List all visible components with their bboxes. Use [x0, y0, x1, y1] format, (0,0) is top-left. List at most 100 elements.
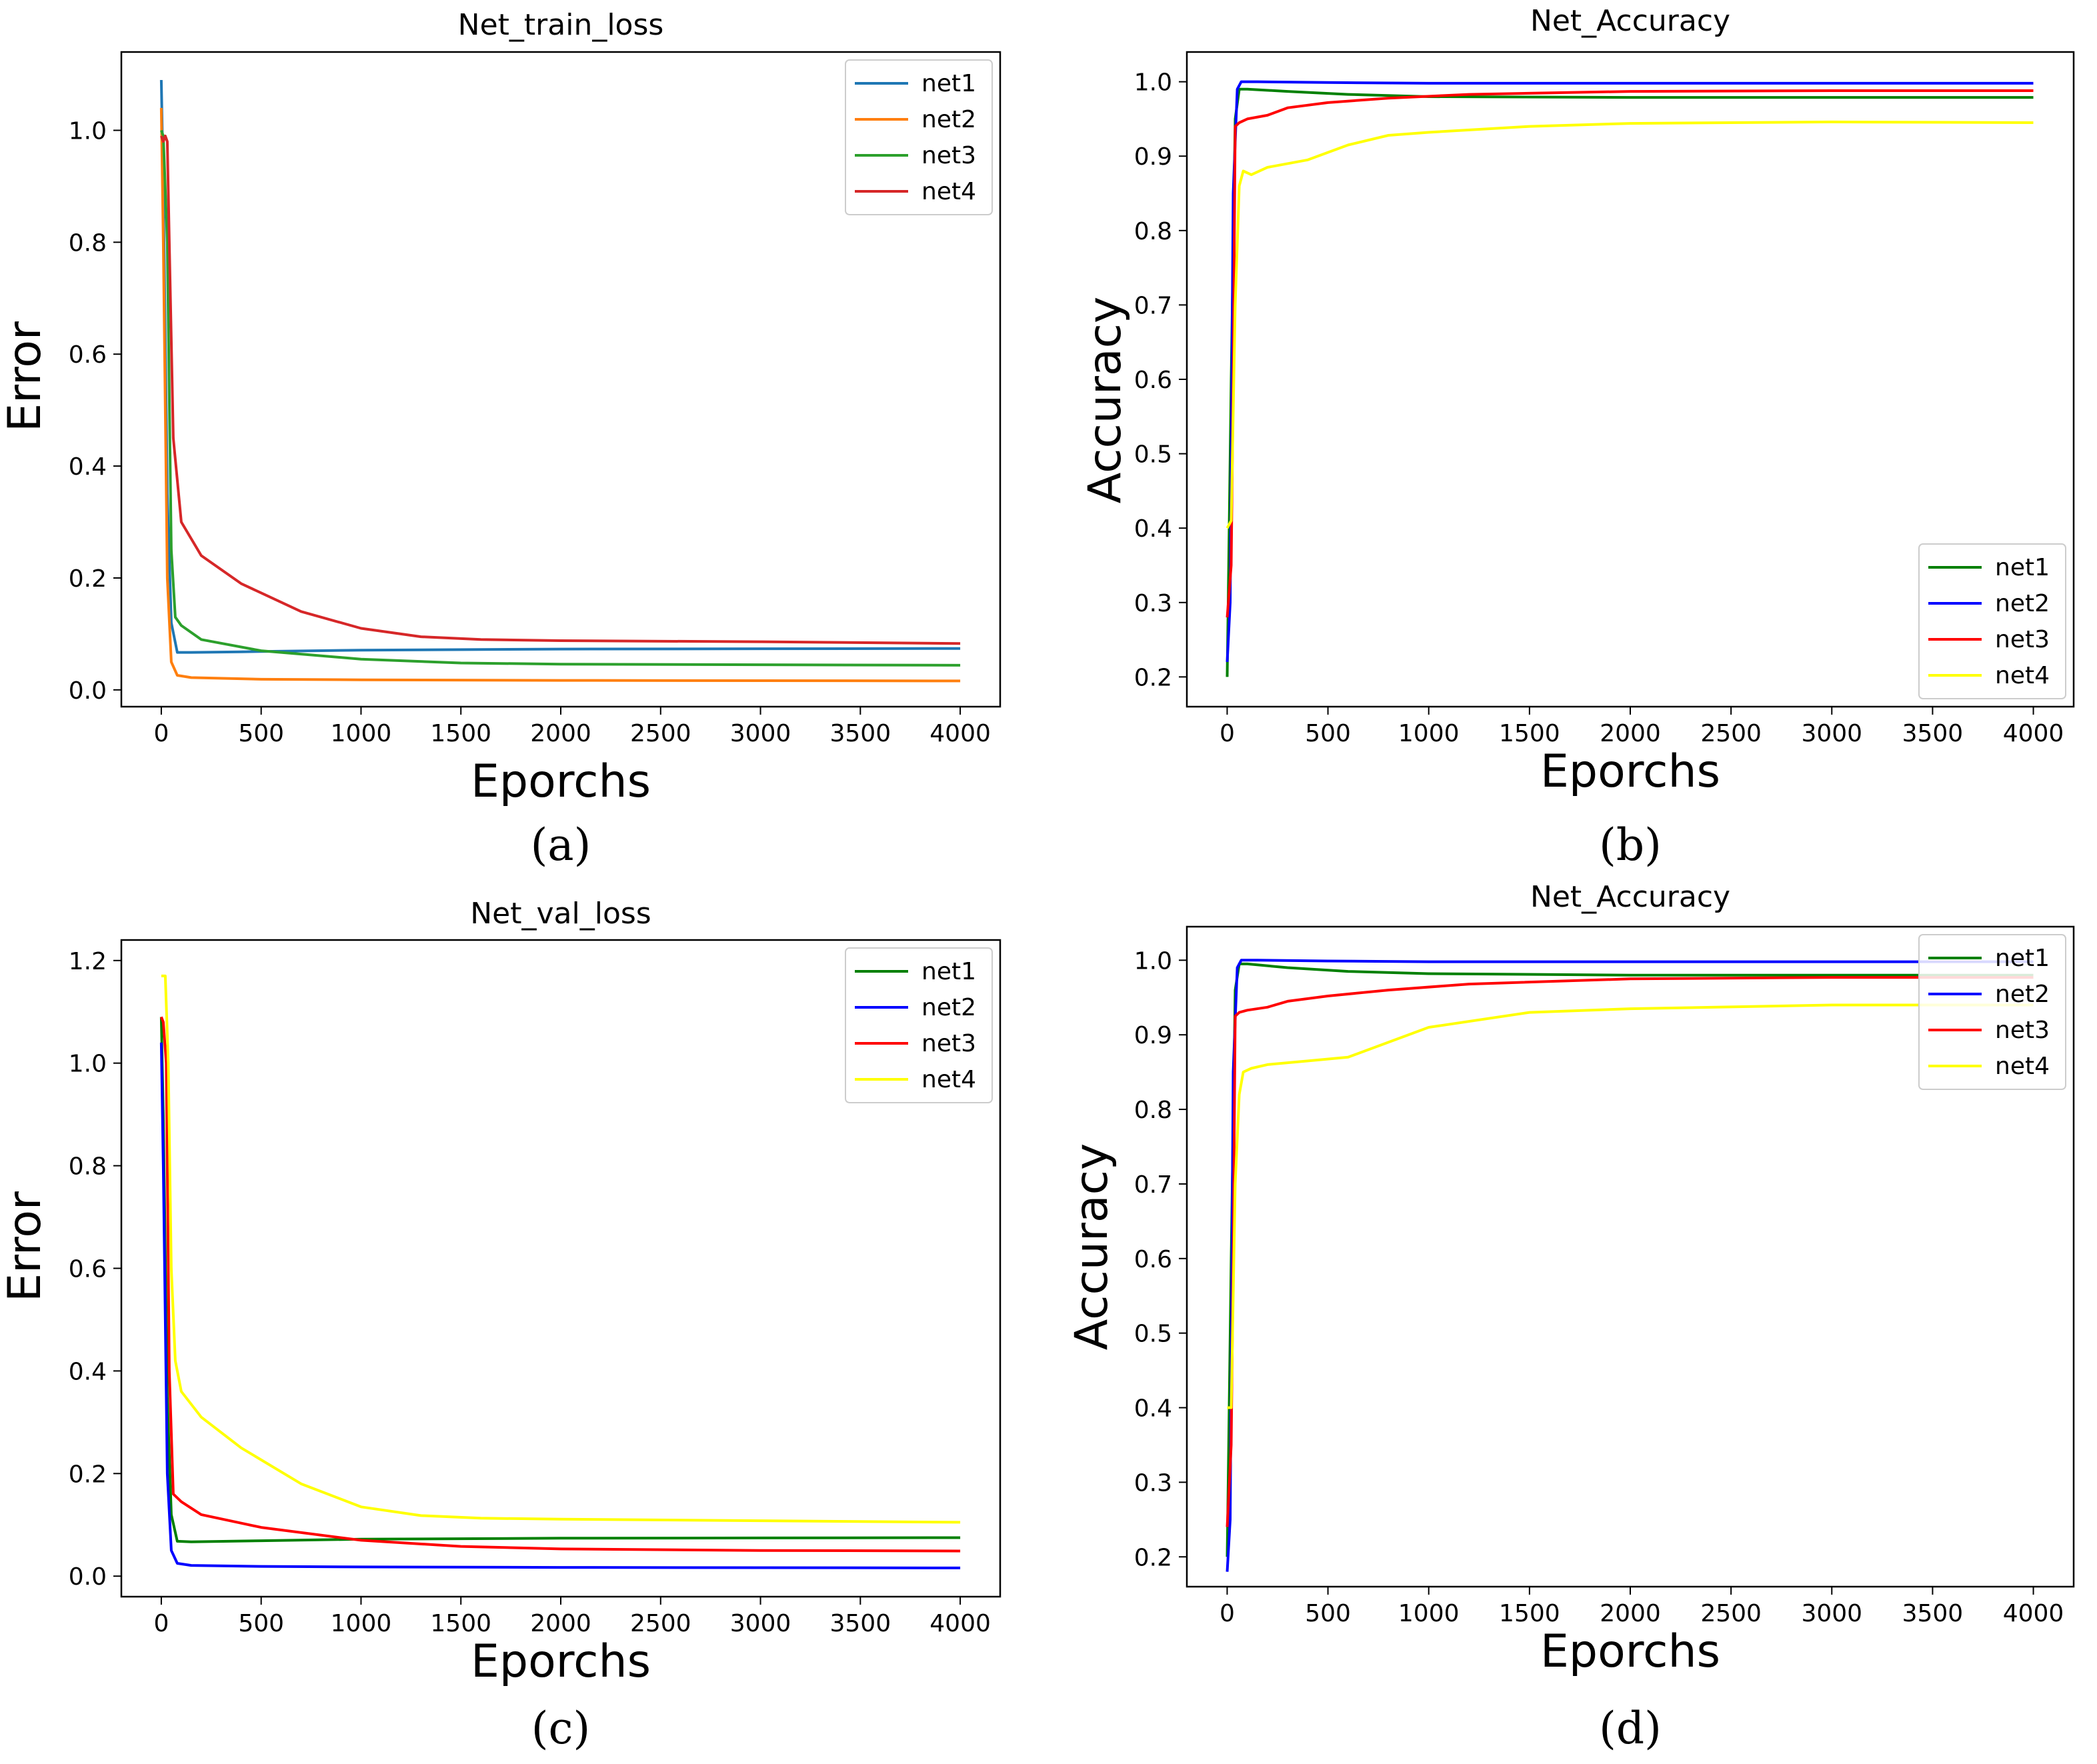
- y-tick-label: 0.4: [1134, 1395, 1172, 1423]
- x-tick-label: 2000: [530, 1610, 591, 1637]
- legend-label: net2: [1995, 590, 2050, 617]
- legend-label: net2: [921, 994, 976, 1021]
- legend: net1 net2 net3 net4: [845, 59, 993, 215]
- legend-label: net2: [921, 106, 976, 133]
- y-tick-label: 0.9: [1134, 143, 1172, 171]
- y-axis-label: Accuracy: [1079, 297, 1132, 503]
- x-tick-label: 3000: [730, 720, 791, 747]
- y-tick-label: 0.0: [69, 1563, 107, 1591]
- x-axis-label: Eporchs: [1540, 1625, 1720, 1678]
- x-tick-label: 3000: [1801, 720, 1862, 747]
- chart-title: Net_Accuracy: [1530, 880, 1730, 914]
- y-tick-label: 0.6: [69, 341, 107, 369]
- series-line-net2: [159, 1042, 961, 1569]
- y-tick-label: 0.6: [69, 1256, 107, 1283]
- y-tick-label: 0.8: [1134, 218, 1172, 245]
- chart-title: Net_train_loss: [458, 8, 664, 42]
- legend-box: [845, 947, 993, 1103]
- chart-title: Net_Accuracy: [1530, 4, 1730, 38]
- y-axis-label: Error: [0, 1191, 51, 1302]
- y-tick-label: 0.6: [1134, 1246, 1172, 1273]
- x-tick-label: 4000: [2003, 1600, 2064, 1627]
- legend-label: net4: [921, 178, 976, 205]
- x-tick-label: 500: [1305, 720, 1351, 747]
- x-tick-label: 0: [153, 720, 169, 747]
- y-tick-label: 0.4: [1134, 515, 1172, 543]
- x-tick-label: 0: [1220, 1600, 1235, 1627]
- chart-panel-3: Net_Accuracy 0 500 1000 1500 2000 2500 3000 3500…: [1066, 880, 2075, 1754]
- y-tick-label: 0.0: [69, 677, 107, 705]
- y-tick-label: 0.7: [1134, 292, 1172, 319]
- y-tick-label: 0.9: [1134, 1022, 1172, 1049]
- x-tick-label: 2000: [1600, 720, 1661, 747]
- x-tick-label: 0: [1220, 720, 1235, 747]
- legend-label: net2: [1995, 981, 2050, 1008]
- y-tick-label: 1.0: [69, 1051, 107, 1078]
- y-tick-label: 0.3: [1134, 590, 1172, 617]
- legend-label: net1: [921, 958, 976, 985]
- y-tick-label: 0.8: [69, 1153, 107, 1181]
- x-tick-label: 500: [1305, 1600, 1351, 1627]
- x-tick-label: 1500: [430, 1610, 491, 1637]
- panel-caption: (a): [531, 819, 591, 871]
- y-tick-label: 0.2: [69, 1461, 107, 1488]
- y-tick-label: 0.2: [69, 565, 107, 593]
- y-tick-label: 0.2: [1134, 664, 1172, 691]
- y-tick-label: 0.2: [1134, 1544, 1172, 1571]
- x-tick-label: 4000: [2003, 720, 2064, 747]
- panel-caption: (d): [1599, 1703, 1662, 1754]
- x-tick-label: 1500: [1499, 720, 1560, 747]
- y-tick-label: 1.0: [1134, 69, 1172, 97]
- series-line-net4: [1227, 1003, 2034, 1409]
- chart-panel-0: Net_train_loss 0 500 1000 1500 2000 2500 3000 35…: [0, 8, 1001, 871]
- y-tick-label: 0.3: [1134, 1469, 1172, 1497]
- x-tick-label: 3500: [1902, 720, 1964, 747]
- x-tick-label: 3000: [1801, 1600, 1862, 1627]
- x-tick-label: 1000: [331, 1610, 392, 1637]
- legend-label: net3: [921, 1030, 976, 1057]
- x-tick-label: 500: [238, 1610, 284, 1637]
- panel-caption: (c): [531, 1703, 590, 1754]
- series-line-net4: [160, 134, 961, 645]
- chart-title: Net_val_loss: [470, 897, 651, 931]
- x-tick-label: 1500: [1499, 1600, 1560, 1627]
- series-line-net3: [160, 1016, 961, 1553]
- x-tick-label: 2000: [530, 720, 591, 747]
- y-tick-label: 0.6: [1134, 367, 1172, 394]
- panel-caption: (b): [1599, 819, 1662, 871]
- x-tick-label: 3500: [830, 1610, 891, 1637]
- legend: net1 net2 net3 net4: [1918, 543, 2066, 699]
- chart-panel-1: Net_Accuracy 0 500 1000 1500 2000 2500 3000 3500…: [1079, 4, 2075, 871]
- series-line-net4: [161, 974, 961, 1524]
- legend-label: net1: [1995, 554, 2050, 581]
- legend-box: [1918, 543, 2066, 699]
- x-tick-label: 3500: [830, 720, 891, 747]
- legend-label: net1: [921, 70, 976, 97]
- legend: net1 net2 net3 net4: [845, 947, 993, 1103]
- legend-label: net4: [1995, 662, 2050, 689]
- y-tick-label: 0.7: [1134, 1171, 1172, 1199]
- x-tick-label: 3500: [1902, 1600, 1964, 1627]
- legend-label: net3: [1995, 1017, 2050, 1044]
- y-tick-label: 0.8: [1134, 1097, 1172, 1124]
- legend: net1 net2 net3 net4: [1918, 934, 2066, 1090]
- x-tick-label: 500: [238, 720, 284, 747]
- legend-label: net3: [921, 142, 976, 169]
- series-line-net4: [1226, 120, 2034, 529]
- legend-label: net3: [1995, 626, 2050, 653]
- y-tick-label: 0.4: [69, 1358, 107, 1385]
- x-tick-label: 2500: [630, 1610, 691, 1637]
- legend-label: net4: [921, 1066, 976, 1093]
- x-tick-label: 3000: [730, 1610, 791, 1637]
- y-tick-label: 1.2: [69, 948, 107, 975]
- x-tick-label: 2500: [630, 720, 691, 747]
- legend-box: [845, 59, 993, 215]
- x-tick-label: 1500: [430, 720, 491, 747]
- x-axis-label: Eporchs: [1540, 745, 1720, 798]
- x-tick-label: 1000: [331, 720, 392, 747]
- x-tick-label: 2000: [1600, 1600, 1661, 1627]
- legend-box: [1918, 934, 2066, 1090]
- x-tick-label: 2500: [1700, 1600, 1762, 1627]
- x-tick-label: 1000: [1398, 720, 1460, 747]
